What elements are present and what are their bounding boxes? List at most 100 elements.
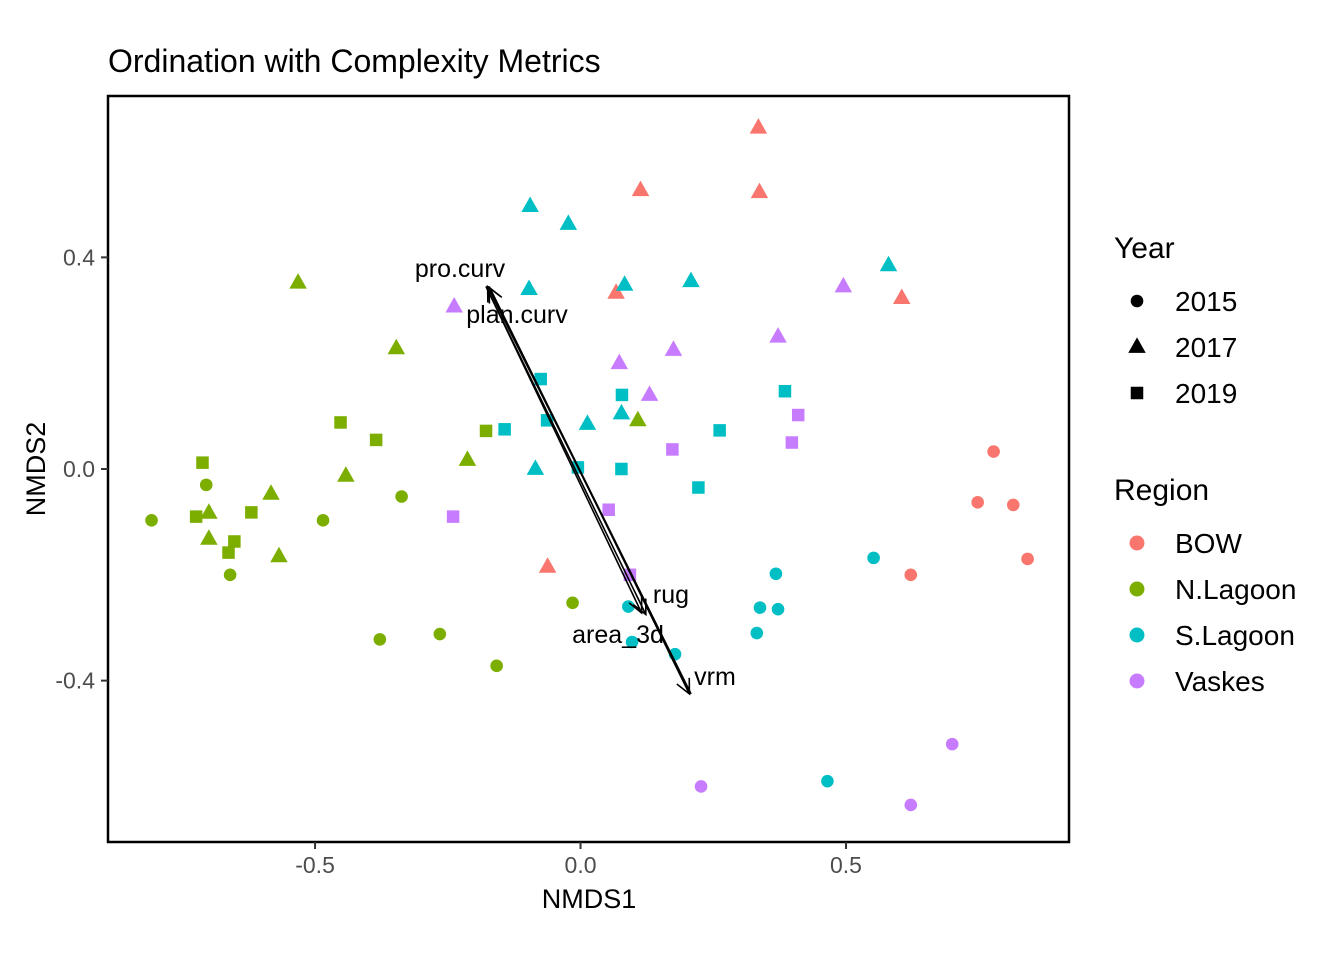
data-point-72 (666, 443, 679, 456)
x-tick-label-2: 0.5 (830, 852, 862, 878)
data-point-58 (771, 602, 785, 616)
legend-title-region: Region (1114, 474, 1209, 507)
data-point-69 (640, 385, 659, 401)
data-point-11 (289, 273, 307, 289)
data-point-37 (521, 196, 539, 212)
legend-label-S.Lagoon: S.Lagoon (1175, 620, 1295, 651)
data-point-43 (612, 403, 631, 420)
data-point-65 (834, 276, 853, 293)
data-point-44 (578, 414, 597, 430)
data-point-19 (270, 546, 288, 563)
data-point-31 (395, 490, 408, 503)
data-point-10 (904, 568, 918, 582)
legend-label-Vaskes: Vaskes (1175, 666, 1265, 697)
y-tick-label-0: -0.4 (55, 668, 95, 694)
data-point-22 (479, 424, 493, 438)
data-point-40 (520, 279, 538, 296)
legend-label-BOW: BOW (1175, 528, 1242, 559)
data-point-47 (615, 388, 629, 402)
data-point-17 (200, 503, 218, 519)
data-point-18 (200, 529, 218, 545)
data-point-25 (245, 506, 258, 519)
vector-label-area_3d: area_3d (572, 621, 664, 649)
data-point-24 (189, 510, 203, 523)
vector-arrowhead-area_3d (628, 596, 643, 615)
data-point-71 (785, 436, 799, 449)
data-point-54 (692, 481, 705, 494)
data-point-42 (682, 271, 700, 288)
data-point-9 (1021, 552, 1034, 566)
data-point-30 (316, 514, 330, 527)
legend: Year 2015 2017 2019 Region BOW N.Lagoon S.La… (1114, 232, 1296, 697)
legend-title-year: Year (1114, 232, 1175, 265)
x-tick-label-1: 0.0 (565, 852, 597, 878)
y-tick-label-2: 0.4 (63, 244, 95, 270)
legend-key-2017 (1128, 337, 1146, 353)
data-point-46 (534, 372, 547, 386)
data-point-2 (750, 182, 769, 199)
data-point-61 (625, 635, 639, 649)
data-point-45 (526, 459, 545, 475)
data-point-56 (769, 567, 783, 581)
data-point-13 (629, 410, 647, 427)
data-point-0 (749, 118, 768, 134)
data-point-35 (373, 633, 387, 646)
data-point-73 (446, 510, 460, 523)
legend-color-entries: BOW N.Lagoon S.Lagoon Vaskes (1129, 528, 1296, 697)
legend-key-2015 (1130, 294, 1144, 308)
data-point-15 (337, 466, 355, 482)
data-point-29 (145, 514, 158, 527)
legend-label-N.Lagoon: N.Lagoon (1175, 574, 1296, 605)
data-point-14 (458, 450, 477, 466)
vector-line-area_3d (485, 286, 643, 614)
data-point-3 (607, 283, 625, 299)
data-point-8 (1006, 498, 1020, 512)
vector-label-vrm: vrm (694, 663, 736, 691)
data-point-41 (615, 275, 634, 291)
panel-border (106, 94, 1071, 844)
data-point-36 (490, 659, 503, 673)
data-point-59 (622, 600, 635, 613)
data-point-76 (945, 737, 959, 751)
data-point-26 (228, 535, 241, 548)
data-point-70 (791, 408, 805, 422)
legend-label-2019: 2019 (1175, 378, 1237, 409)
data-point-63 (821, 774, 834, 788)
data-point-7 (971, 496, 984, 509)
data-point-66 (769, 327, 787, 343)
data-point-48 (778, 384, 792, 398)
legend-label-2017: 2017 (1175, 332, 1237, 363)
data-point-27 (222, 546, 235, 559)
data-point-55 (867, 551, 880, 565)
data-point-6 (987, 445, 1000, 458)
vector-arrowhead-vrm (676, 677, 691, 696)
data-point-23 (196, 456, 209, 469)
vector-label-rug: rug (653, 581, 689, 609)
vector-label-pro.curv: pro.curv (415, 255, 506, 283)
data-point-50 (498, 423, 511, 436)
data-point-16 (262, 484, 280, 500)
legend-key-BOW (1129, 535, 1145, 551)
data-point-53 (615, 462, 628, 476)
data-point-60 (750, 626, 764, 640)
data-point-20 (334, 416, 347, 429)
data-point-32 (223, 568, 237, 582)
legend-label-2015: 2015 (1175, 286, 1237, 317)
data-point-68 (610, 353, 629, 370)
data-point-1 (631, 180, 650, 197)
y-axis-title: NMDS2 (21, 422, 51, 517)
x-tick-label-0: -0.5 (295, 852, 335, 878)
data-point-5 (538, 557, 557, 573)
legend-key-Vaskes (1129, 673, 1145, 689)
legend-key-2019 (1130, 386, 1144, 400)
y-tick-label-1: 0.0 (63, 456, 95, 482)
data-point-74 (602, 503, 615, 516)
chart-title: Ordination with Complexity Metrics (108, 43, 601, 79)
data-point-33 (566, 596, 579, 610)
data-point-39 (879, 255, 898, 272)
data-point-28 (199, 478, 213, 492)
data-point-57 (753, 601, 767, 614)
data-point-21 (369, 433, 383, 447)
data-point-51 (713, 424, 726, 437)
